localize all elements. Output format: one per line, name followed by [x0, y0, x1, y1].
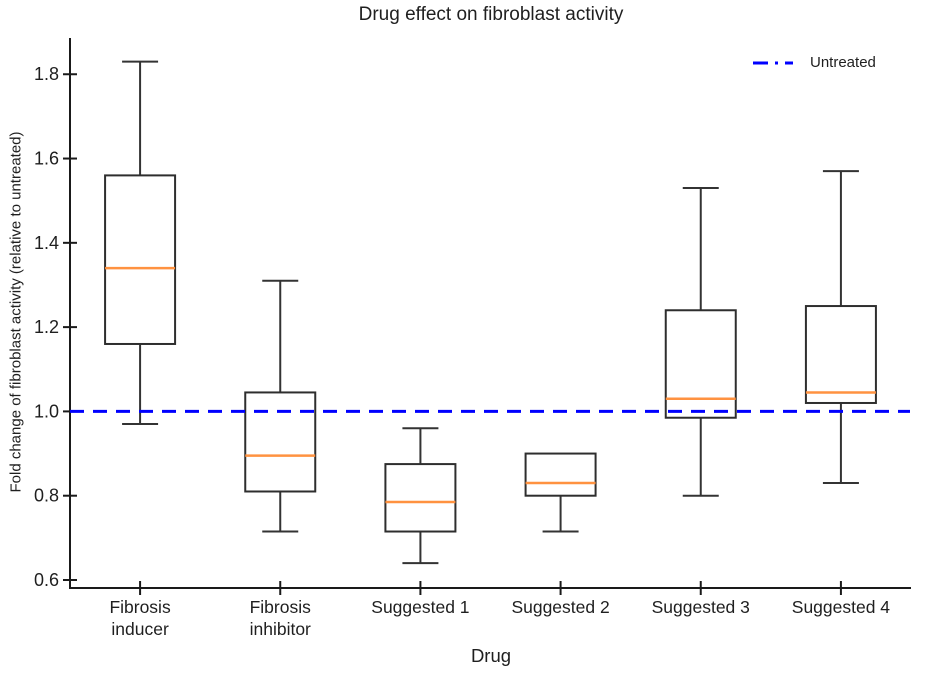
x-tick-label: Suggested 3: [652, 597, 750, 617]
box-suggested-3: [664, 309, 737, 419]
y-tick-label: 1.2: [34, 317, 59, 337]
box-suggested-4: [804, 305, 877, 404]
y-tick-label: 1.0: [34, 401, 59, 421]
box-suggested-2: [524, 452, 597, 497]
box-suggested-1: [384, 463, 457, 533]
y-tick-label: 0.6: [34, 570, 59, 590]
x-tick-label: Suggested 4: [792, 597, 891, 617]
x-tick-label: Fibrosis inhibitor: [250, 597, 312, 639]
x-tick-label: Fibrosis inducer: [109, 597, 171, 639]
x-tick-label: Suggested 2: [511, 597, 609, 617]
legend-label: Untreated: [810, 54, 876, 71]
x-tick-label: Suggested 1: [371, 597, 469, 617]
y-tick-label: 1.6: [34, 149, 59, 169]
y-tick-label: 1.4: [34, 233, 59, 253]
y-tick-label: 0.8: [34, 486, 59, 506]
y-tick-label: 1.8: [34, 64, 59, 84]
box-fibrosis-inducer: [104, 174, 177, 345]
dashed-line-legend-swatch: [753, 61, 793, 64]
x-axis-title: Drug: [470, 645, 512, 666]
legend: Untreated: [752, 54, 876, 71]
chart-title: Drug effect on fibroblast activity: [358, 4, 624, 25]
box-fibrosis-inhibitor: [244, 391, 317, 493]
